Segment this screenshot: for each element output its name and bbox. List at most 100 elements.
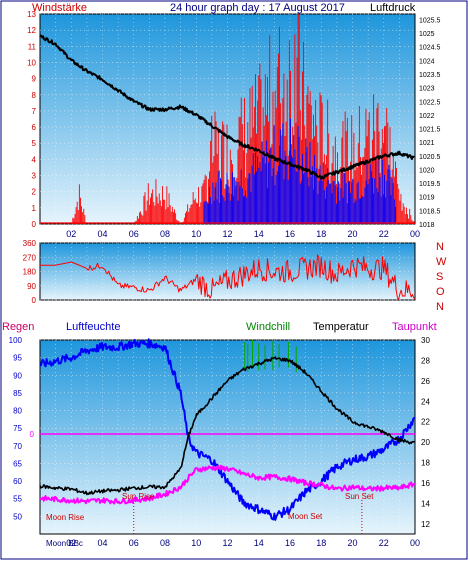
legend-temperatur: Temperatur: [313, 321, 369, 333]
time-tick-label: 04: [97, 229, 107, 239]
temperature-tick-label: 18: [421, 459, 430, 468]
time-tick-label: 02: [66, 229, 76, 239]
time-tick-label: 16: [285, 229, 295, 239]
pressure-tick-label: 1023.5: [419, 72, 441, 79]
humidity-tick-label: 70: [13, 442, 22, 451]
wind-speed-tick-label: 10: [27, 58, 36, 67]
legend-luftfeuchte: Luftfeuchte: [66, 321, 120, 333]
wind-speed-tick-label: 9: [32, 75, 37, 84]
humidity-tick-label: 100: [9, 336, 23, 345]
pressure-line: [39, 34, 415, 180]
compass-label: O: [436, 286, 445, 298]
moon-set-label: Moon Set: [288, 512, 323, 521]
time-tick-label: 18: [316, 538, 326, 548]
temperature-tick-label: 22: [421, 418, 430, 427]
dewpoint-line: [39, 464, 416, 505]
direction-tick-label: 180: [23, 268, 37, 277]
humidity-tick-label: 65: [13, 459, 22, 468]
temperature-tick-label: 26: [421, 377, 430, 386]
wind-speed-tick-label: 3: [32, 172, 37, 181]
wind-speed-tick-label: 12: [27, 26, 36, 35]
moon-rise-label: Moon Rise: [46, 513, 85, 522]
temperature-tick-label: 16: [421, 479, 430, 488]
time-tick-label: 00: [410, 229, 420, 239]
pressure-tick-label: 1022: [419, 113, 435, 120]
pressure-tick-label: 1023: [419, 86, 435, 93]
pressure-tick-label: 1025.5: [419, 17, 441, 24]
humidity-tick-label: 80: [13, 407, 22, 416]
humidity-tick-label: 85: [13, 389, 22, 398]
time-tick-label: 14: [254, 538, 264, 548]
pressure-tick-label: 1021.5: [419, 127, 441, 134]
humidity-tick-label: 95: [13, 354, 22, 363]
time-tick-label: 20: [347, 538, 357, 548]
legend-windchill: Windchill: [246, 321, 290, 333]
pressure-tick-label: 1019.5: [419, 181, 441, 188]
wind-speed-tick-label: 8: [32, 91, 37, 100]
pressure-tick-label: 1018: [419, 222, 435, 229]
pressure-tick-label: 1018.5: [419, 208, 441, 215]
humidity-line: [39, 338, 416, 521]
temperature-tick-label: 24: [421, 397, 430, 406]
time-tick-label: 12: [222, 229, 232, 239]
moon-bottom-label: Moon BBc: [46, 539, 83, 548]
wind-speed-tick-label: 1: [32, 204, 37, 213]
pressure-tick-label: 1022.5: [419, 99, 441, 106]
time-tick-label: 22: [379, 538, 389, 548]
time-tick-label: 16: [285, 538, 295, 548]
compass-label: N: [436, 241, 444, 253]
legend-regen: Regen: [2, 321, 34, 333]
time-tick-label: 20: [347, 229, 357, 239]
wind-speed-tick-label: 11: [28, 42, 37, 51]
pressure-title: Luftdruck: [370, 2, 416, 14]
temperature-tick-label: 30: [421, 336, 430, 345]
time-tick-label: 10: [191, 538, 201, 548]
temperature-tick-label: 14: [421, 499, 430, 508]
wind-speed-tick-label: 0: [32, 220, 37, 229]
temperature-tick-label: 20: [421, 438, 430, 447]
time-tick-label: 12: [222, 538, 232, 548]
time-tick-label: 00: [410, 538, 420, 548]
compass-label: W: [436, 256, 447, 268]
pressure-tick-label: 1019: [419, 195, 435, 202]
time-tick-label: 22: [379, 229, 389, 239]
wind-speed-tick-label: 2: [32, 188, 37, 197]
direction-tick-label: 90: [27, 282, 36, 291]
pressure-tick-label: 1020.5: [419, 154, 441, 161]
time-tick-label: 04: [97, 538, 107, 548]
wind-speed-tick-label: 4: [32, 155, 37, 164]
graph-title: 24 hour graph day : 17 August 2017: [170, 2, 345, 14]
time-tick-label: 14: [254, 229, 264, 239]
humidity-tick-label: 60: [13, 477, 22, 486]
sun-set-label: Sun Set: [345, 492, 374, 501]
time-tick-label: 10: [191, 229, 201, 239]
pressure-tick-label: 1024: [419, 58, 435, 65]
direction-tick-label: 0: [32, 296, 37, 305]
direction-tick-label: 270: [23, 253, 37, 262]
temperature-tick-label: 28: [421, 356, 430, 365]
humidity-tick-label: 55: [13, 495, 22, 504]
direction-tick-label: 360: [23, 239, 37, 248]
time-tick-label: 02: [66, 538, 76, 548]
wind-pressure-plot: 01234567891011121310181018.510191019.510…: [27, 10, 440, 239]
time-tick-label: 06: [129, 538, 139, 548]
pressure-tick-label: 1020: [419, 167, 435, 174]
wind-direction-line: [40, 254, 416, 300]
humidity-tick-label: 75: [13, 424, 22, 433]
pressure-tick-label: 1024.5: [419, 45, 441, 52]
time-tick-label: 18: [316, 229, 326, 239]
legend-taupunkt: Taupunkt: [392, 321, 437, 333]
temperature-line: [39, 356, 416, 496]
time-tick-label: 06: [129, 229, 139, 239]
wind-speed-title: Windstärke: [32, 2, 87, 14]
sun-rise-label: Sun Rise: [122, 492, 155, 501]
compass-label: S: [436, 271, 443, 283]
time-tick-label: 08: [160, 229, 170, 239]
temperature-tick-label: 12: [421, 520, 430, 529]
humidity-tick-label: 90: [13, 371, 22, 380]
pressure-tick-label: 1025: [419, 31, 435, 38]
time-tick-label: 08: [160, 538, 170, 548]
temperature-humidity-plot: 5055606570758085909510012141618202224262…: [9, 336, 431, 548]
